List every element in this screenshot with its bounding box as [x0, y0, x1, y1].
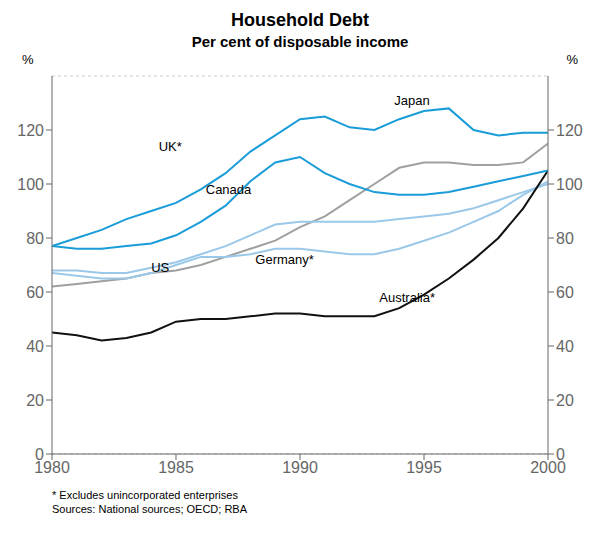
svg-text:UK*: UK*	[159, 139, 182, 154]
svg-text:80: 80	[26, 230, 44, 247]
svg-text:20: 20	[556, 392, 574, 409]
html-text:Sources: National sources; OEC: Sources: National sources; OECD; RBA	[52, 503, 247, 515]
svg-text:0: 0	[556, 446, 565, 463]
html-text:Household Debt: Household Debt	[231, 10, 369, 30]
svg-text:120: 120	[17, 122, 44, 139]
svg-text:100: 100	[17, 176, 44, 193]
svg-text:100: 100	[556, 176, 583, 193]
svg-text:US: US	[151, 260, 169, 275]
svg-text:120: 120	[556, 122, 583, 139]
svg-text:Germany*: Germany*	[255, 252, 314, 267]
svg-text:2000: 2000	[530, 459, 566, 477]
svg-text:60: 60	[556, 284, 574, 301]
html-text:* Excludes unincorporated ente: * Excludes unincorporated enterprises	[52, 489, 238, 501]
svg-text:0: 0	[35, 446, 44, 463]
svg-text:20: 20	[26, 392, 44, 409]
svg-text:1985: 1985	[158, 459, 194, 476]
html-text:Per cent of disposable income: Per cent of disposable income	[191, 33, 409, 50]
svg-text:1990: 1990	[282, 459, 318, 476]
svg-text:60: 60	[26, 284, 44, 301]
svg-text:1980: 1980	[34, 459, 70, 477]
svg-text:40: 40	[26, 338, 44, 355]
svg-text:80: 80	[556, 230, 574, 247]
svg-text:40: 40	[556, 338, 574, 355]
svg-text:Australia*: Australia*	[379, 290, 435, 305]
svg-text:Japan: Japan	[394, 93, 429, 108]
svg-text:1995: 1995	[406, 459, 442, 476]
svg-text:Canada: Canada	[206, 182, 252, 197]
